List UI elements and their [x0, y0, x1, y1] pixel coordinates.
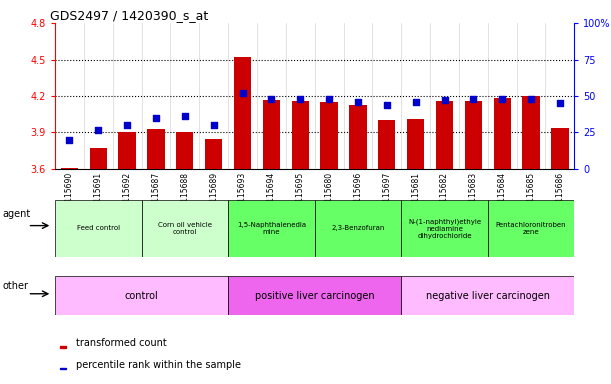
Text: 2,3-Benzofuran: 2,3-Benzofuran [331, 225, 385, 232]
Bar [349, 104, 367, 169]
Bar [234, 57, 251, 169]
Point [382, 102, 392, 108]
Point [497, 96, 507, 102]
Text: GDS2497 / 1420390_s_at: GDS2497 / 1420390_s_at [49, 9, 208, 22]
Bar [90, 148, 107, 169]
Point [353, 99, 363, 105]
Point [209, 122, 219, 128]
Bar [494, 98, 511, 169]
Bar [142, 200, 228, 257]
Bar [60, 368, 66, 369]
Text: positive liver carcinogen: positive liver carcinogen [255, 291, 375, 301]
Bar [551, 127, 569, 169]
Bar [378, 120, 395, 169]
Bar [315, 200, 401, 257]
Bar [205, 139, 222, 169]
Point [295, 96, 305, 102]
Bar [55, 200, 142, 257]
Text: Feed control: Feed control [77, 225, 120, 232]
Bar [60, 168, 78, 169]
Point [440, 97, 450, 103]
Bar [119, 132, 136, 169]
Bar [522, 96, 540, 169]
Point [65, 137, 75, 143]
Text: transformed count: transformed count [76, 338, 167, 348]
Text: agent: agent [2, 209, 31, 219]
Point [469, 96, 478, 102]
Text: 1,5-Naphthalenedia
mine: 1,5-Naphthalenedia mine [237, 222, 306, 235]
Text: negative liver carcinogen: negative liver carcinogen [426, 291, 550, 301]
Point [93, 126, 103, 132]
Point [238, 90, 247, 96]
Bar [176, 132, 194, 169]
Text: N-(1-naphthyl)ethyle
nediamine
dihydrochloride: N-(1-naphthyl)ethyle nediamine dihydroch… [408, 218, 481, 239]
Text: percentile rank within the sample: percentile rank within the sample [76, 360, 241, 370]
Point [324, 96, 334, 102]
Point [555, 100, 565, 106]
Point [266, 96, 276, 102]
Point [122, 122, 132, 128]
Bar [60, 346, 66, 348]
Bar [320, 102, 338, 169]
Bar [407, 119, 424, 169]
Bar [228, 200, 315, 257]
Bar [147, 129, 164, 169]
Bar [436, 101, 453, 169]
Point [151, 115, 161, 121]
Bar [291, 101, 309, 169]
Bar [263, 99, 280, 169]
Bar [55, 276, 228, 315]
Bar [228, 276, 401, 315]
Text: control: control [125, 291, 158, 301]
Point [411, 99, 420, 105]
Text: Corn oil vehicle
control: Corn oil vehicle control [158, 222, 212, 235]
Bar [488, 200, 574, 257]
Bar [401, 276, 574, 315]
Bar [401, 200, 488, 257]
Point [180, 113, 189, 119]
Point [526, 96, 536, 102]
Bar [465, 101, 482, 169]
Text: other: other [2, 281, 29, 291]
Text: Pentachloronitroben
zene: Pentachloronitroben zene [496, 222, 566, 235]
